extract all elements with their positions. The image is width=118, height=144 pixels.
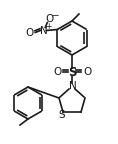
Text: O: O (45, 14, 53, 23)
Text: O: O (83, 67, 91, 77)
Text: N: N (40, 25, 48, 36)
Text: S: S (68, 66, 76, 78)
Text: O: O (53, 67, 61, 77)
Text: O: O (25, 28, 33, 37)
Text: +: + (45, 22, 51, 31)
Text: N: N (69, 81, 77, 91)
Text: −: − (51, 10, 58, 19)
Text: S: S (59, 110, 65, 120)
